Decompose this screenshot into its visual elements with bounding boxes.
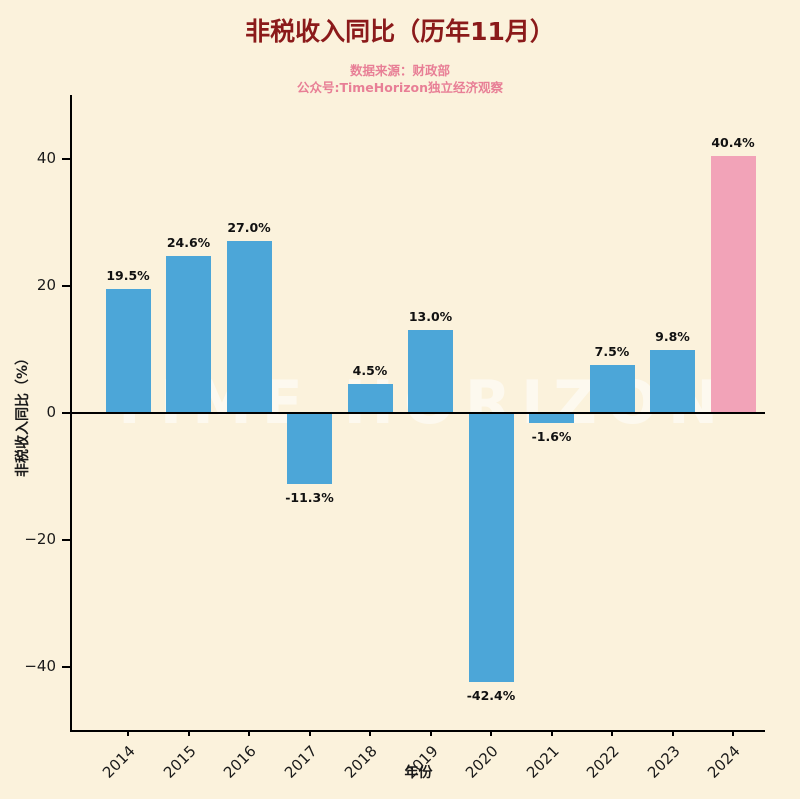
value-label: -11.3% <box>285 490 334 506</box>
x-tick-label: 2022 <box>582 742 623 782</box>
bar-2017 <box>287 412 332 485</box>
x-tick-mark <box>127 730 129 736</box>
y-tick-mark <box>62 284 70 287</box>
bar-2019 <box>408 329 453 413</box>
x-tick-mark <box>611 730 613 736</box>
value-label: 24.6% <box>166 235 211 251</box>
y-tick-mark <box>62 157 70 160</box>
x-tick-label: 2018 <box>340 742 381 782</box>
x-tick-mark <box>248 730 250 736</box>
zero-line <box>72 411 765 414</box>
x-tick-mark <box>490 730 492 736</box>
bar-2022 <box>589 364 635 413</box>
value-label: 13.0% <box>408 308 453 324</box>
y-tick-mark <box>62 411 70 414</box>
value-label: 4.5% <box>352 362 388 378</box>
x-tick-mark <box>671 730 674 736</box>
y-tick-label: 40 <box>36 148 56 167</box>
x-tick-mark <box>429 730 432 736</box>
x-axis-label: 年份 <box>404 765 433 781</box>
x-tick-label: 2024 <box>703 742 744 782</box>
x-tick-label: 2016 <box>219 742 260 782</box>
x-tick-mark <box>187 730 190 736</box>
value-label: -1.6% <box>531 428 572 444</box>
value-label: 7.5% <box>594 343 630 359</box>
x-tick-label: 2015 <box>159 742 200 782</box>
y-tick-label: 0 <box>46 402 56 421</box>
bar-2015 <box>166 256 211 413</box>
x-tick-label: 2019 <box>401 742 442 782</box>
y-tick-mark <box>62 665 70 668</box>
y-tick-label: −20 <box>24 529 56 548</box>
x-tick-mark <box>308 730 311 736</box>
x-tick-label: 2023 <box>643 742 684 782</box>
bar-2018 <box>347 383 393 413</box>
value-label: 40.4% <box>711 134 755 150</box>
chart-title: 非税收入同比（历年11月） <box>245 17 555 46</box>
data-source-note: 数据来源：财政部 <box>349 63 450 78</box>
x-tick-label: 2014 <box>98 742 139 782</box>
bar-2016 <box>226 241 272 413</box>
y-tick-label: 20 <box>36 275 56 294</box>
bar-2014 <box>105 288 151 413</box>
bar-2021 <box>529 412 574 423</box>
bar-2023 <box>650 350 695 413</box>
x-tick-label: 2021 <box>522 742 563 782</box>
channel-credit-note: 公众号:TimeHorizon独立经济观察 <box>296 80 504 95</box>
value-label: -42.4% <box>466 687 516 703</box>
bar-2024 <box>710 155 756 413</box>
x-tick-mark <box>732 730 734 736</box>
value-label: 9.8% <box>655 329 690 345</box>
y-tick-mark <box>62 538 70 541</box>
y-tick-label: −40 <box>24 656 56 675</box>
x-tick-label: 2017 <box>280 742 321 782</box>
x-tick-mark <box>550 730 553 736</box>
y-axis-line <box>70 95 72 732</box>
value-label: 27.0% <box>227 220 271 236</box>
x-tick-label: 2020 <box>461 742 502 782</box>
x-axis-line <box>70 730 765 732</box>
x-tick-mark <box>369 730 371 736</box>
value-label: 19.5% <box>106 267 150 283</box>
bar-2020 <box>468 412 514 682</box>
